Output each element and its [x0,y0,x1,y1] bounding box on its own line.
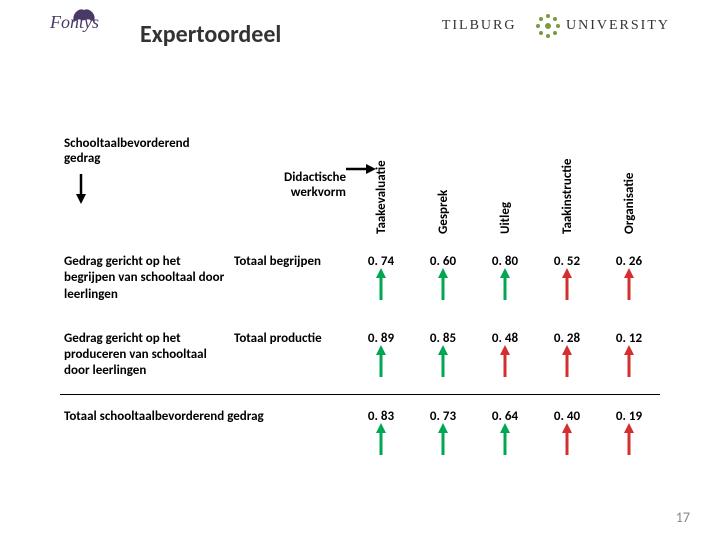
cell-1-0: 0. 89 [350,317,412,394]
arrow-up-green-icon [499,268,511,300]
cell-t-3: 0. 40 [536,394,598,454]
data-table-container: Schooltaalbevorderend gedrag Didactische… [60,130,660,454]
cell-t-1: 0. 73 [412,394,474,454]
arrow-up-red-icon [623,345,635,377]
fontys-logo-text: Fontys [50,12,99,33]
cell-1-4: 0. 12 [598,317,660,394]
cell-t-4: 0. 19 [598,394,660,454]
cell-0-3: 0. 52 [536,240,598,317]
vcol-3: Taakinstructie [536,130,598,240]
arrow-up-green-icon [437,268,449,300]
arrow-up-green-icon [499,423,511,455]
col-header-didactic: Didactische werkvorm [230,130,350,240]
expert-table: Schooltaalbevorderend gedrag Didactische… [60,130,660,454]
row-sub-0: Totaal begrijpen [230,240,350,317]
arrow-up-green-icon [375,423,387,455]
cell-0-4: 0. 26 [598,240,660,317]
total-row: Totaal schooltaalbevorderend gedrag 0. 8… [60,394,660,454]
row-sub-1: Totaal productie [230,317,350,394]
total-label: Totaal schooltaalbevorderend gedrag [60,394,350,454]
arrow-up-red-icon [561,268,573,300]
slide-title: Expertoordeel [140,20,281,49]
arrow-up-red-icon [561,423,573,455]
arrow-up-green-icon [375,345,387,377]
row-label-0: Gedrag gericht op het begrijpen van scho… [60,240,230,317]
vcol-0: Taakevaluatie [350,130,412,240]
row-label-1: Gedrag gericht op het produceren van sch… [60,317,230,394]
cell-t-0: 0. 83 [350,394,412,454]
cell-1-1: 0. 85 [412,317,474,394]
vcol-1: Gesprek [412,130,474,240]
header-row: Schooltaalbevorderend gedrag Didactische… [60,130,660,240]
cell-t-2: 0. 64 [474,394,536,454]
tilburg-logo-text: TILBURG UNIVERSITY [442,18,670,34]
row-header-main: Schooltaalbevorderend gedrag [60,130,230,240]
arrow-up-red-icon [623,423,635,455]
cell-1-2: 0. 48 [474,317,536,394]
arrow-up-green-icon [437,345,449,377]
cell-0-0: 0. 74 [350,240,412,317]
arrow-up-green-icon [437,423,449,455]
cell-0-1: 0. 60 [412,240,474,317]
arrow-up-green-icon [375,268,387,300]
cell-1-3: 0. 28 [536,317,598,394]
page-number: 17 [676,509,690,526]
arrow-down-icon [74,174,88,204]
arrow-up-red-icon [561,345,573,377]
arrow-up-red-icon [623,268,635,300]
cell-0-2: 0. 80 [474,240,536,317]
slide-header: Fontys Expertoordeel TILBURG UNIVERSITY [0,0,720,54]
arrow-up-red-icon [499,345,511,377]
data-row-0: Gedrag gericht op het begrijpen van scho… [60,240,660,317]
vcol-2: Uitleg [474,130,536,240]
vcol-4: Organisatie [598,130,660,240]
data-row-1: Gedrag gericht op het produceren van sch… [60,317,660,394]
